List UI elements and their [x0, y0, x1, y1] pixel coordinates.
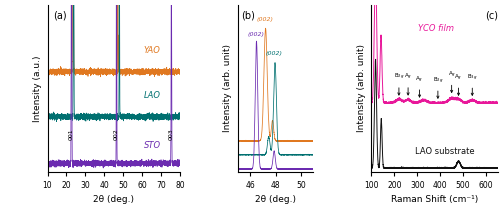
Text: (002): (002): [266, 51, 282, 56]
Text: LAO substrate: LAO substrate: [415, 147, 474, 156]
Text: A$_g$: A$_g$: [404, 72, 412, 82]
Text: (c): (c): [485, 10, 498, 20]
Text: 001: 001: [69, 128, 74, 140]
Text: (002): (002): [256, 17, 274, 22]
X-axis label: 2θ (deg.): 2θ (deg.): [255, 195, 296, 204]
Text: (a): (a): [53, 10, 66, 20]
Text: 003: 003: [169, 128, 174, 140]
Text: B$_{2g}$: B$_{2g}$: [432, 76, 443, 86]
Text: A$_g$: A$_g$: [448, 70, 456, 80]
Text: 002: 002: [114, 128, 119, 140]
Y-axis label: Intensity (a.u.): Intensity (a.u.): [33, 55, 42, 122]
Text: YAO: YAO: [144, 46, 161, 55]
Y-axis label: Intensity (arb. unit): Intensity (arb. unit): [224, 44, 232, 132]
Text: YCO film: YCO film: [418, 24, 454, 33]
Text: (002): (002): [248, 32, 265, 37]
Text: B$_{3g}$: B$_{3g}$: [467, 73, 477, 83]
X-axis label: Raman Shift (cm⁻¹): Raman Shift (cm⁻¹): [391, 195, 478, 204]
Text: B$_{2g}$: B$_{2g}$: [394, 72, 404, 82]
Text: STO: STO: [144, 141, 161, 150]
X-axis label: 2θ (deg.): 2θ (deg.): [93, 195, 134, 204]
Text: (b): (b): [242, 10, 256, 20]
Text: A$_g$: A$_g$: [416, 74, 424, 84]
Y-axis label: Intensity (arb. unit): Intensity (arb. unit): [357, 44, 366, 132]
Text: LAO: LAO: [144, 91, 161, 100]
Text: A$_g$: A$_g$: [454, 73, 462, 83]
